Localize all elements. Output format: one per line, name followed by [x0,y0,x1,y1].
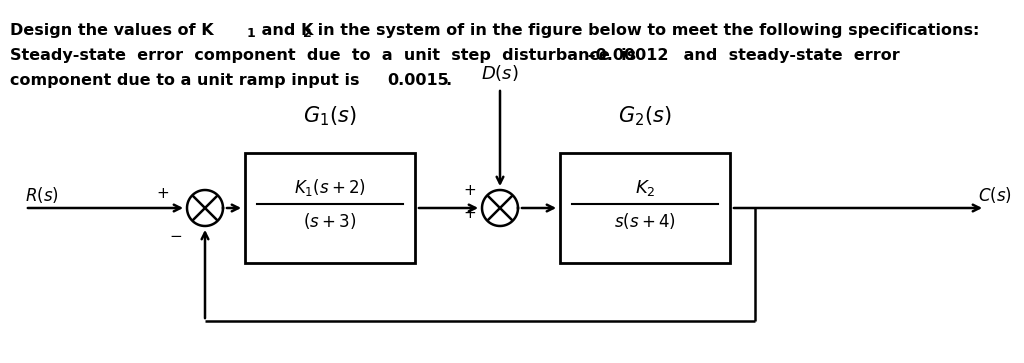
Text: +: + [463,183,476,198]
Polygon shape [560,153,730,263]
Text: $R(s)$: $R(s)$ [25,185,58,205]
Text: $K_1(s+2)$: $K_1(s+2)$ [294,177,366,198]
Text: $C(s)$: $C(s)$ [978,185,1012,205]
Text: +: + [463,206,476,221]
Text: Steady-state  error  component  due  to  a  unit  step  disturbance  is: Steady-state error component due to a un… [10,48,636,63]
Text: Design the values of K: Design the values of K [10,23,214,38]
Text: $D(s)$: $D(s)$ [481,63,519,83]
Text: in the system of in the figure below to meet the following specifications:: in the system of in the figure below to … [312,23,979,38]
Text: $K_2$: $K_2$ [635,178,655,198]
Text: 2: 2 [303,27,311,40]
Text: $G_2(s)$: $G_2(s)$ [618,105,672,128]
Text: 1: 1 [247,27,256,40]
Text: and  steady-state  error: and steady-state error [678,48,900,63]
Text: .: . [445,73,452,88]
Text: $(s+3)$: $(s+3)$ [303,211,356,231]
Text: 0.0015: 0.0015 [387,73,449,88]
Text: component due to a unit ramp input is: component due to a unit ramp input is [10,73,366,88]
Text: and K: and K [256,23,313,38]
Text: −: − [169,229,182,244]
Polygon shape [245,153,415,263]
Text: $G_1(s)$: $G_1(s)$ [303,105,356,128]
Text: +: + [157,186,169,201]
Text: –0.00012: –0.00012 [582,48,669,63]
Text: $s(s+4)$: $s(s+4)$ [614,211,676,231]
